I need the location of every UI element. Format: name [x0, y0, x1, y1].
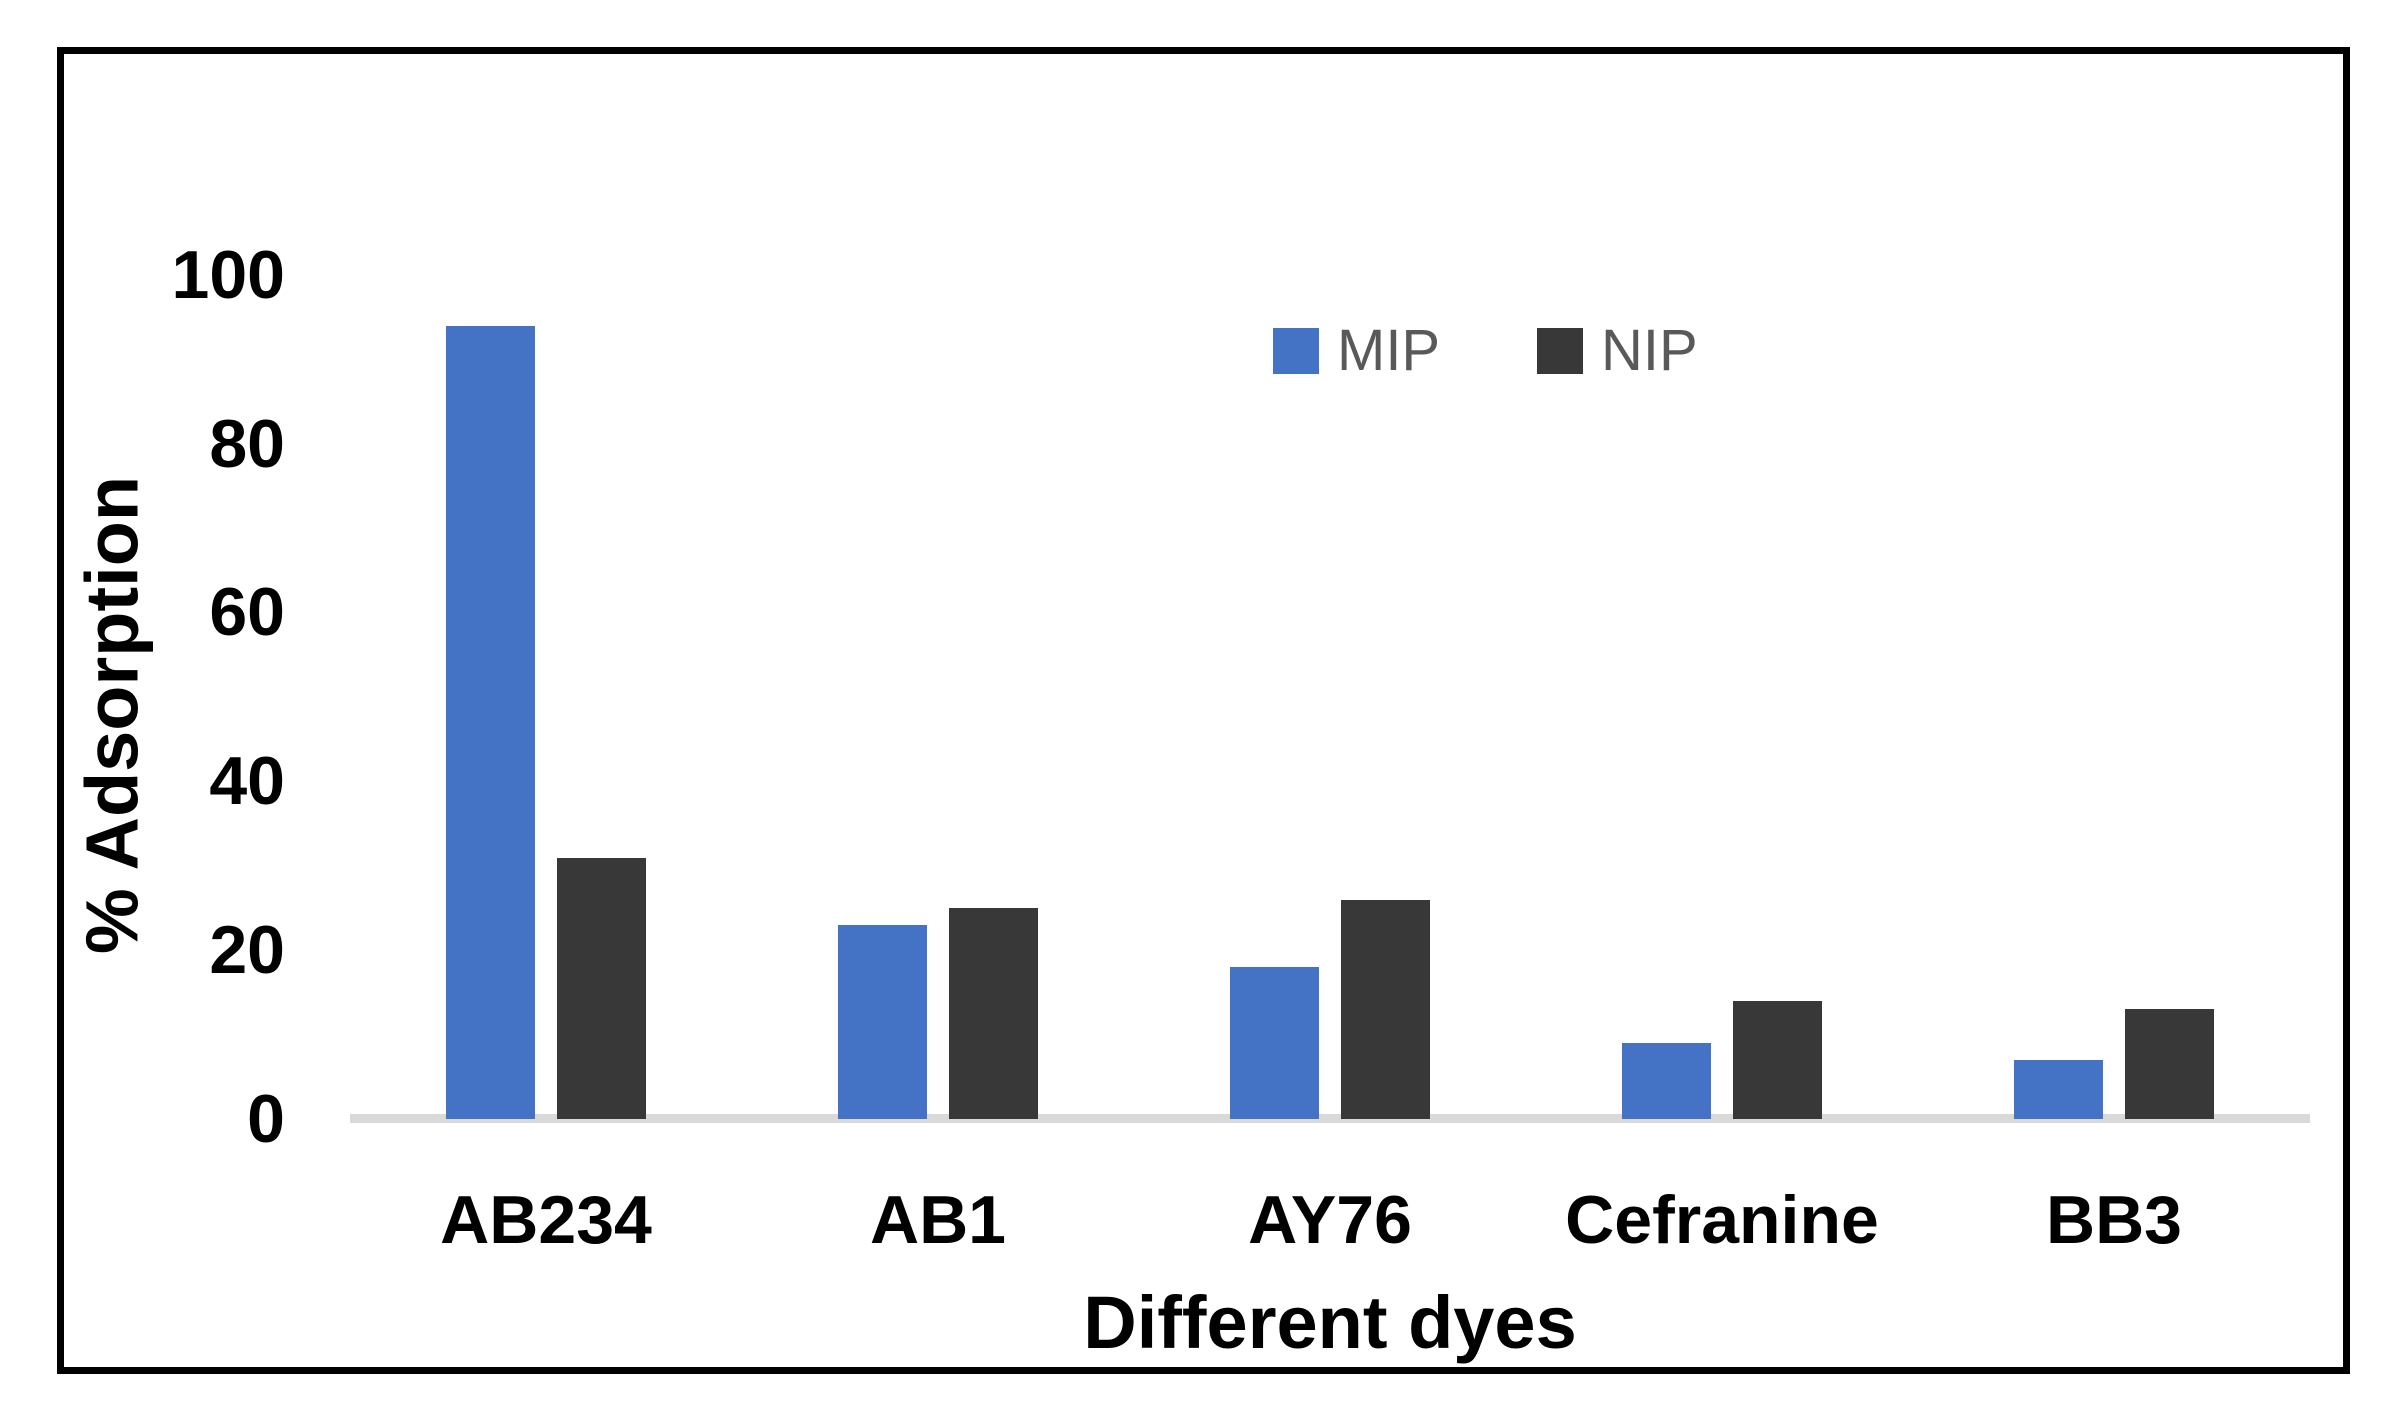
- bar-mip-ab1: [838, 924, 927, 1119]
- legend-item-mip: MIP: [1273, 318, 1441, 383]
- legend-swatch-mip: [1273, 328, 1319, 374]
- y-tick-label-0: 0: [247, 1080, 285, 1157]
- y-tick-label-60: 60: [209, 574, 285, 651]
- bar-mip-bb3: [2014, 1059, 2103, 1119]
- y-axis-title: % Adsorption: [70, 475, 154, 955]
- legend-item-nip: NIP: [1537, 318, 1698, 383]
- y-tick-label-20: 20: [209, 911, 285, 988]
- chart-frame: [57, 47, 2350, 1374]
- x-category-label-cefranine: Cefranine: [1565, 1182, 1879, 1258]
- y-tick-label-40: 40: [209, 743, 285, 820]
- x-category-label-ay76: AY76: [1248, 1182, 1412, 1258]
- bar-mip-ay76: [1230, 967, 1319, 1119]
- x-axis-line: [350, 1114, 2310, 1123]
- legend-swatch-nip: [1537, 328, 1583, 374]
- bar-nip-ay76: [1341, 899, 1430, 1119]
- x-axis-title: Different dyes: [1083, 1281, 1577, 1364]
- legend-label-mip: MIP: [1337, 318, 1441, 383]
- bar-nip-ab234: [557, 857, 646, 1119]
- bar-mip-ab234: [446, 326, 535, 1119]
- x-category-label-ab234: AB234: [440, 1182, 652, 1258]
- bar-nip-cefranine: [1733, 1000, 1822, 1119]
- x-category-label-ab1: AB1: [869, 1182, 1007, 1258]
- legend-label-nip: NIP: [1601, 318, 1698, 383]
- bar-mip-cefranine: [1622, 1043, 1711, 1119]
- bar-nip-bb3: [2125, 1009, 2214, 1119]
- x-category-label-bb3: BB3: [2045, 1182, 2183, 1258]
- y-tick-label-100: 100: [171, 237, 285, 313]
- y-tick-label-80: 80: [209, 405, 285, 482]
- bar-nip-ab1: [949, 908, 1038, 1119]
